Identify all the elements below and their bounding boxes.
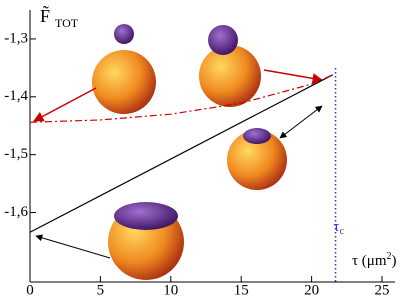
- series-line: [29, 74, 333, 233]
- arrow: [35, 234, 111, 259]
- sphere-cap: [114, 202, 178, 230]
- y-label-sub: TOT: [55, 16, 79, 30]
- sphere: [227, 130, 287, 190]
- y-tick-label: -1,4: [4, 88, 28, 104]
- series-line: [29, 74, 333, 123]
- y-tick-label: -1,5: [4, 146, 28, 162]
- y-label: F̃: [40, 5, 50, 27]
- arrow: [263, 69, 324, 84]
- x-label-sup: 2: [386, 251, 391, 262]
- sphere: [199, 45, 261, 107]
- sphere-cap: [208, 25, 238, 55]
- x-tick-label: 25: [375, 282, 390, 297]
- critical-label: τc: [334, 219, 345, 237]
- critical-label-sub: c: [340, 226, 345, 237]
- sphere-cap: [114, 24, 134, 44]
- critical-label-main: τ: [334, 219, 340, 235]
- sphere-cap: [243, 128, 271, 144]
- x-tick-label: 5: [97, 282, 105, 297]
- y-tick-label: -1,6: [4, 204, 28, 220]
- x-tick-label: 10: [163, 282, 178, 297]
- arrow: [33, 87, 97, 122]
- x-tick-label: 15: [234, 282, 249, 297]
- y-axis-label: F̃ TOT: [40, 5, 79, 30]
- sphere: [92, 50, 156, 114]
- x-tick-label: 0: [26, 282, 34, 297]
- arrow: [279, 105, 323, 139]
- x-label: τ (μm: [352, 253, 387, 269]
- y-tick-label: -1,3: [4, 30, 28, 46]
- x-tick-label: 20: [304, 282, 319, 297]
- sphere-illustrations: [33, 24, 324, 280]
- x-axis-label: τ (μm2): [352, 251, 396, 269]
- x-label-end: ): [391, 253, 396, 269]
